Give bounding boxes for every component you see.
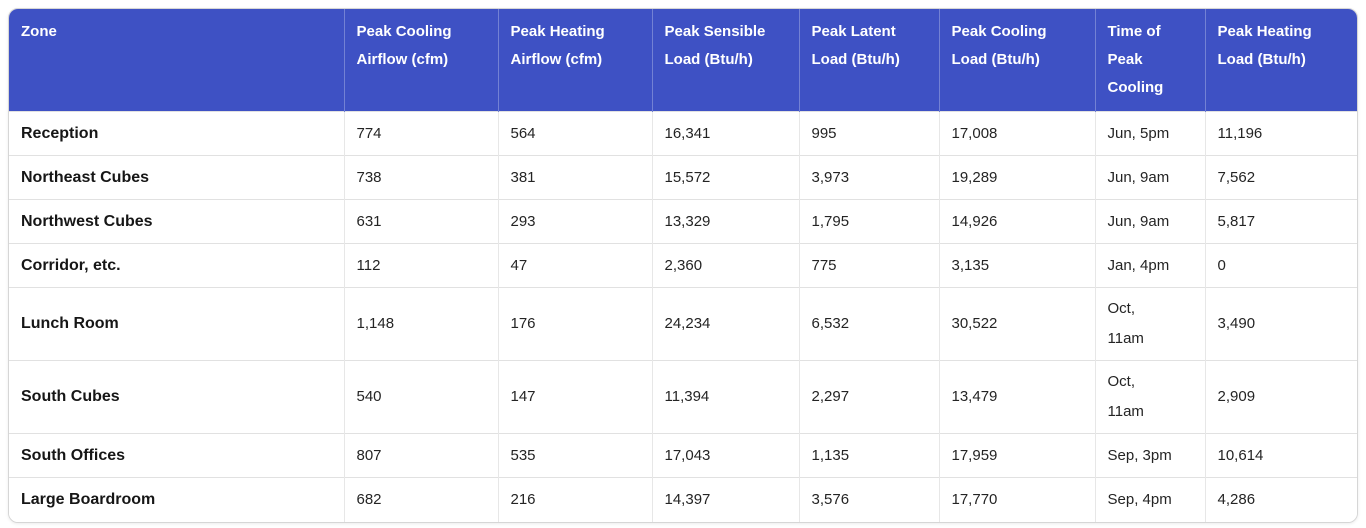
- table-row: Northwest Cubes 631 293 13,329 1,795 14,926 Ju…: [9, 199, 1357, 244]
- value-cell: 293: [497, 199, 652, 244]
- time-of-peak-cooling-cell: Oct, 11am: [1094, 360, 1205, 434]
- value-cell: 807: [343, 433, 498, 478]
- header-row: Zone Peak Cooling Airflow (cfm) Peak Heati…: [9, 9, 1357, 112]
- column-header: Zone: [9, 9, 344, 112]
- value-cell: 631: [343, 199, 498, 244]
- value-cell: 564: [497, 111, 652, 156]
- zone-cell: Northwest Cubes: [9, 199, 344, 244]
- table-row: Large Boardroom 682 216 14,397 3,576 17,770 Se…: [9, 477, 1357, 522]
- zone-loads-table: Zone Peak Cooling Airflow (cfm) Peak Heati…: [9, 9, 1357, 522]
- zone-cell: Large Boardroom: [9, 477, 344, 522]
- time-of-peak-cooling-cell: Jun, 9am: [1094, 199, 1205, 244]
- value-cell: 3,135: [938, 243, 1095, 288]
- value-cell: 17,959: [938, 433, 1095, 478]
- column-header: Peak Cooling Airflow (cfm): [343, 9, 498, 112]
- value-cell: 15,572: [651, 155, 799, 200]
- value-cell: 147: [497, 360, 652, 434]
- value-cell: 4,286: [1204, 477, 1357, 522]
- value-cell: 17,043: [651, 433, 799, 478]
- value-cell: 3,973: [798, 155, 939, 200]
- value-cell: 774: [343, 111, 498, 156]
- value-cell: 738: [343, 155, 498, 200]
- value-cell: 5,817: [1204, 199, 1357, 244]
- time-of-peak-cooling-value: Jun, 9am: [1107, 212, 1170, 230]
- value-cell: 0: [1204, 243, 1357, 288]
- zone-cell: Corridor, etc.: [9, 243, 344, 288]
- value-cell: 17,008: [938, 111, 1095, 156]
- value-cell: 775: [798, 243, 939, 288]
- value-cell: 13,479: [938, 360, 1095, 434]
- zone-cell: Lunch Room: [9, 287, 344, 361]
- value-cell: 10,614: [1204, 433, 1357, 478]
- time-of-peak-cooling-value: Oct, 11am: [1107, 373, 1144, 420]
- table-row: South Offices 807 535 17,043 1,135 17,959 Sep,…: [9, 433, 1357, 478]
- value-cell: 13,329: [651, 199, 799, 244]
- value-cell: 540: [343, 360, 498, 434]
- time-of-peak-cooling-cell: Jun, 5pm: [1094, 111, 1205, 156]
- value-cell: 2,297: [798, 360, 939, 434]
- value-cell: 14,926: [938, 199, 1095, 244]
- time-of-peak-cooling-cell: Oct, 11am: [1094, 287, 1205, 361]
- time-of-peak-cooling-value: Sep, 4pm: [1107, 490, 1172, 508]
- column-header: Peak Heating Load (Btu/h): [1204, 9, 1357, 112]
- table-row: Corridor, etc. 112 47 2,360 775 3,135 Jan, 4pm…: [9, 243, 1357, 288]
- value-cell: 381: [497, 155, 652, 200]
- value-cell: 19,289: [938, 155, 1095, 200]
- value-cell: 3,576: [798, 477, 939, 522]
- value-cell: 11,196: [1204, 111, 1357, 156]
- zone-cell: South Offices: [9, 433, 344, 478]
- value-cell: 24,234: [651, 287, 799, 361]
- time-of-peak-cooling-cell: Jan, 4pm: [1094, 243, 1205, 288]
- column-header: Peak Sensible Load (Btu/h): [651, 9, 799, 112]
- value-cell: 11,394: [651, 360, 799, 434]
- value-cell: 16,341: [651, 111, 799, 156]
- value-cell: 1,135: [798, 433, 939, 478]
- table-row: Lunch Room 1,148 176 24,234 6,532 30,522 Oct, …: [9, 287, 1357, 361]
- value-cell: 3,490: [1204, 287, 1357, 361]
- time-of-peak-cooling-cell: Sep, 4pm: [1094, 477, 1205, 522]
- value-cell: 1,148: [343, 287, 498, 361]
- table-row: Northeast Cubes 738 381 15,572 3,973 19,289 Ju…: [9, 155, 1357, 200]
- zone-cell: Reception: [9, 111, 344, 156]
- time-of-peak-cooling-value: Jun, 5pm: [1107, 124, 1170, 142]
- table-row: Reception 774 564 16,341 995 17,008 Jun, 5pm 11…: [9, 111, 1357, 156]
- time-of-peak-cooling-value: Oct, 11am: [1107, 300, 1144, 347]
- time-of-peak-cooling-value: Sep, 3pm: [1107, 446, 1172, 464]
- value-cell: 7,562: [1204, 155, 1357, 200]
- value-cell: 2,909: [1204, 360, 1357, 434]
- table-header: Zone Peak Cooling Airflow (cfm) Peak Heati…: [9, 9, 1357, 112]
- value-cell: 14,397: [651, 477, 799, 522]
- value-cell: 30,522: [938, 287, 1095, 361]
- column-header: Time of Peak Cooling: [1094, 9, 1205, 112]
- column-header: Peak Heating Airflow (cfm): [497, 9, 652, 112]
- value-cell: 1,795: [798, 199, 939, 244]
- table-body: Reception 774 564 16,341 995 17,008 Jun, 5pm 11…: [9, 111, 1357, 522]
- column-header: Peak Cooling Load (Btu/h): [938, 9, 1095, 112]
- zone-cell: Northeast Cubes: [9, 155, 344, 200]
- value-cell: 17,770: [938, 477, 1095, 522]
- time-of-peak-cooling-value: Jan, 4pm: [1107, 256, 1170, 274]
- zone-loads-table-card: Zone Peak Cooling Airflow (cfm) Peak Heati…: [8, 8, 1358, 523]
- column-header: Peak Latent Load (Btu/h): [798, 9, 939, 112]
- time-of-peak-cooling-cell: Jun, 9am: [1094, 155, 1205, 200]
- value-cell: 2,360: [651, 243, 799, 288]
- value-cell: 6,532: [798, 287, 939, 361]
- value-cell: 682: [343, 477, 498, 522]
- value-cell: 216: [497, 477, 652, 522]
- table-row: South Cubes 540 147 11,394 2,297 13,479 Oct, 1…: [9, 360, 1357, 434]
- time-of-peak-cooling-cell: Sep, 3pm: [1094, 433, 1205, 478]
- value-cell: 176: [497, 287, 652, 361]
- value-cell: 47: [497, 243, 652, 288]
- time-of-peak-cooling-value: Jun, 9am: [1107, 168, 1170, 186]
- value-cell: 995: [798, 111, 939, 156]
- zone-cell: South Cubes: [9, 360, 344, 434]
- value-cell: 535: [497, 433, 652, 478]
- value-cell: 112: [343, 243, 498, 288]
